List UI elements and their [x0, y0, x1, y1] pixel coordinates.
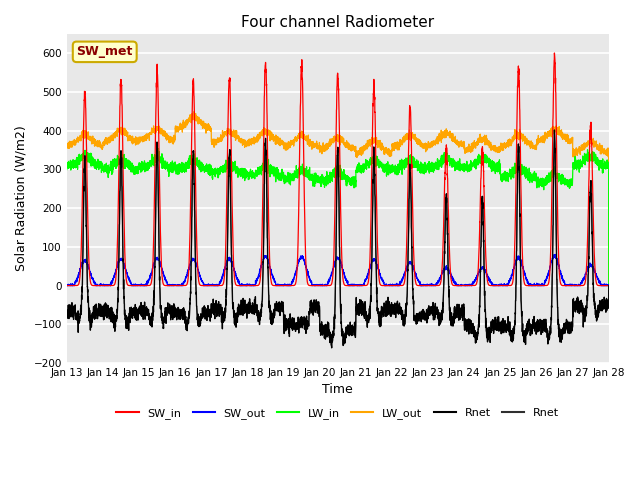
Y-axis label: Solar Radiation (W/m2): Solar Radiation (W/m2) — [15, 126, 28, 271]
Title: Four channel Radiometer: Four channel Radiometer — [241, 15, 435, 30]
X-axis label: Time: Time — [323, 384, 353, 396]
Legend: SW_in, SW_out, LW_in, LW_out, Rnet, Rnet: SW_in, SW_out, LW_in, LW_out, Rnet, Rnet — [112, 404, 564, 423]
Text: SW_met: SW_met — [77, 45, 133, 59]
